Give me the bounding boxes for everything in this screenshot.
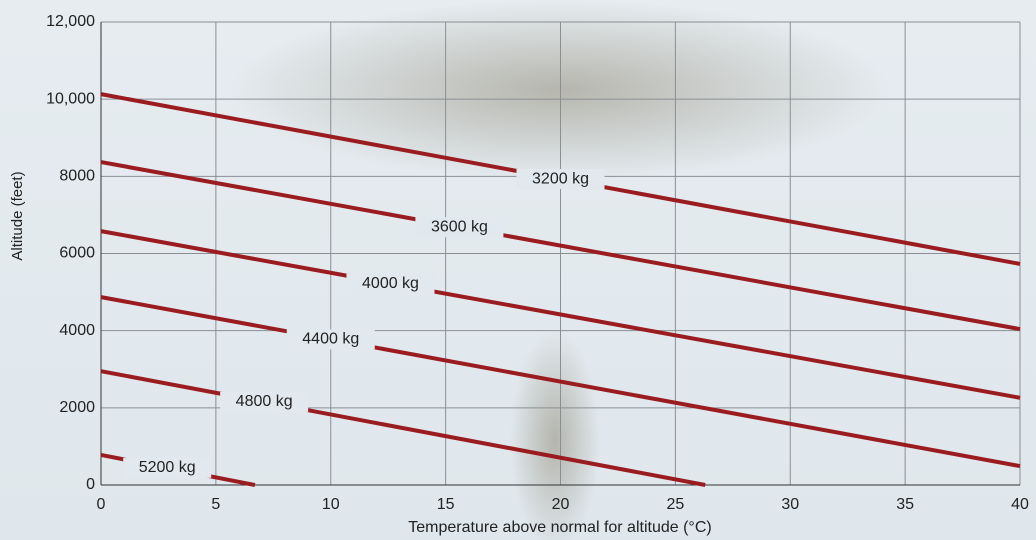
y-tick-label: 2000 [59,399,95,416]
x-tick-label: 20 [552,496,570,513]
x-tick-label: 10 [322,496,340,513]
y-tick-label: 10,000 [46,90,95,107]
x-axis-label: Temperature above normal for altitude (°… [408,519,711,536]
x-tick-label: 40 [1011,496,1029,513]
y-axis-label: Altitude (feet) [9,171,26,260]
x-tick-label: 5 [211,496,220,513]
line-label: 4400 kg [302,331,359,348]
y-tick-label: 8000 [59,168,95,185]
x-tick-label: 35 [896,496,914,513]
x-tick-label: 0 [97,496,106,513]
chart: Temperature above normal for altitude (°… [0,0,1036,540]
x-tick-label: 15 [437,496,455,513]
x-tick-label: 25 [666,496,684,513]
line-label: 5200 kg [139,459,196,476]
x-tick-label: 30 [781,496,799,513]
line-label: 3600 kg [431,218,488,235]
y-tick-label: 6000 [59,245,95,262]
line-label: 3200 kg [532,170,589,187]
line-label: 4800 kg [236,393,293,410]
y-tick-label: 4000 [59,322,95,339]
y-tick-label: 0 [86,476,95,493]
y-tick-label: 12,000 [46,13,95,30]
line-label: 4000 kg [362,275,419,292]
